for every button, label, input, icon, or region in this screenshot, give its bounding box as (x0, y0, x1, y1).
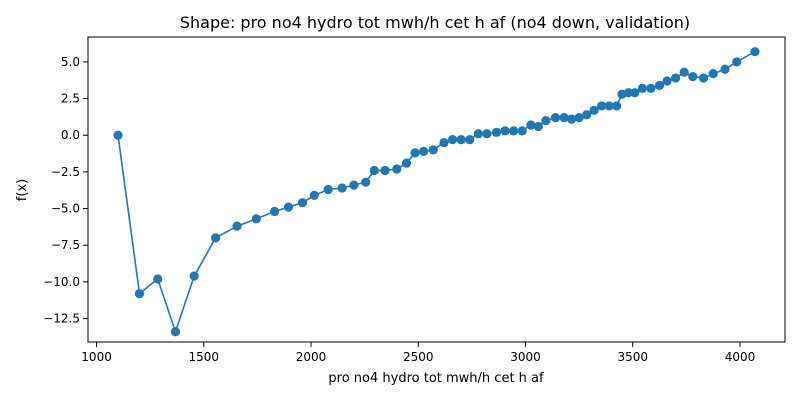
data-point (392, 164, 402, 174)
data-point (630, 88, 640, 98)
data-point (323, 184, 333, 195)
data-point (439, 137, 449, 148)
data-point (526, 120, 536, 130)
x-tick-label: 4000 (725, 350, 756, 364)
data-point (679, 67, 689, 77)
data-point (447, 135, 458, 145)
data-point (559, 113, 569, 123)
data-point (361, 177, 371, 187)
data-point (533, 121, 543, 132)
data-point (589, 105, 599, 115)
data-point (473, 129, 483, 139)
data-point (269, 206, 280, 217)
data-point (428, 145, 438, 155)
y-tick-label: −2.5 (51, 165, 80, 179)
x-tick-label: 1500 (189, 350, 220, 364)
data-point (419, 146, 429, 156)
data-point (134, 289, 145, 299)
y-tick-label: −5.0 (51, 202, 80, 216)
data-point (410, 148, 420, 158)
plot-frame (87, 36, 786, 343)
data-point (671, 73, 681, 83)
data-point (251, 214, 261, 224)
x-tick-label: 2000 (296, 350, 327, 364)
data-point (720, 64, 730, 74)
data-point (517, 126, 527, 136)
data-point (113, 130, 123, 140)
data-point (688, 71, 698, 82)
data-point (637, 83, 647, 93)
y-axis-label: f(x) (15, 179, 30, 201)
data-point (309, 190, 319, 200)
x-tick-label: 3500 (617, 350, 648, 364)
data-point (567, 114, 577, 124)
data-point (500, 126, 510, 136)
y-tick-label: −10.0 (43, 275, 80, 289)
data-point (283, 202, 294, 212)
data-point (698, 73, 709, 83)
data-point (380, 165, 390, 176)
x-tick-label: 1000 (81, 350, 112, 364)
series-line (117, 51, 756, 335)
x-tick-label: 2500 (403, 350, 434, 364)
data-point (604, 101, 614, 111)
data-point (708, 69, 718, 79)
x-axis-label: pro no4 hydro tot mwh/h cet h af (328, 371, 544, 386)
data-point (550, 113, 561, 123)
data-point (465, 135, 475, 145)
data-point (153, 274, 163, 284)
y-tick-label: 2.5 (61, 92, 80, 106)
x-tick-label: 3000 (510, 350, 541, 364)
data-point (541, 115, 551, 126)
data-point (170, 327, 181, 337)
data-point (582, 110, 592, 120)
data-point (232, 221, 242, 231)
data-point (297, 198, 308, 208)
data-point (491, 127, 502, 137)
data-point (349, 180, 359, 190)
data-point (337, 183, 347, 193)
data-point (623, 88, 634, 98)
plot-area (113, 47, 760, 337)
data-point (612, 101, 622, 111)
y-tick-label: −12.5 (43, 312, 80, 326)
y-tick-label: 5.0 (61, 55, 80, 69)
data-point (732, 57, 742, 67)
y-tick-label: 0.0 (61, 128, 80, 142)
data-point (662, 76, 672, 86)
data-point (401, 158, 412, 168)
data-point (509, 126, 519, 136)
data-point (189, 271, 199, 281)
data-point (750, 47, 760, 57)
data-point (646, 83, 656, 93)
data-point (654, 80, 665, 90)
data-point (482, 129, 492, 139)
axis-ticks: 1000 1500 2000 2500 3000 3500 4000 −12.5 −10.0 −7… (43, 55, 755, 364)
chart-title: Shape: pro no4 hydro tot mwh/h cet h af … (180, 13, 690, 32)
data-point (211, 233, 221, 243)
data-point (574, 113, 584, 123)
data-point (597, 101, 607, 111)
y-tick-label: −7.5 (51, 238, 80, 252)
data-point (456, 135, 466, 145)
data-point (369, 165, 379, 176)
